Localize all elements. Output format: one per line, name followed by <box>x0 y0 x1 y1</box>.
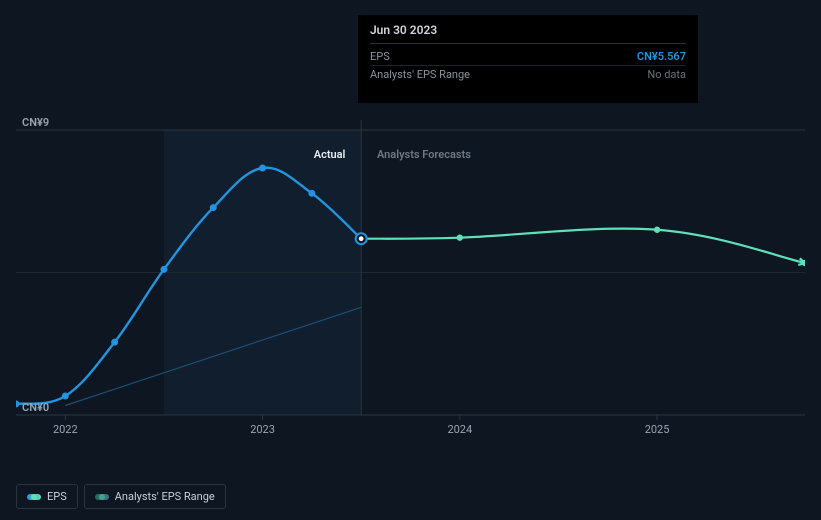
eps-actual-point[interactable] <box>62 393 69 400</box>
eps-actual-point[interactable] <box>259 165 266 172</box>
eps-actual-point[interactable] <box>210 204 217 211</box>
tooltip-key: EPS <box>370 50 390 63</box>
eps-actual-point[interactable] <box>111 339 118 346</box>
highlight-point-inner <box>359 236 364 241</box>
chart-legend: EPS Analysts' EPS Range <box>16 484 226 509</box>
x-axis-label: 2025 <box>645 423 670 436</box>
eps-actual-point[interactable] <box>160 266 167 273</box>
y-axis-label: CN¥0 <box>22 401 49 414</box>
legend-label: EPS <box>47 490 67 503</box>
eps-actual-point[interactable] <box>16 400 20 407</box>
chart-svg[interactable] <box>16 115 805 445</box>
eps-forecast-point[interactable] <box>654 227 660 233</box>
eps-forecast-point[interactable] <box>457 234 463 240</box>
x-axis-label: 2022 <box>53 423 78 436</box>
actual-section-label: Actual <box>314 148 346 161</box>
legend-item[interactable]: EPS <box>16 484 78 509</box>
x-axis-label: 2023 <box>250 423 275 436</box>
tooltip-date: Jun 30 2023 <box>370 23 686 44</box>
chart-tooltip: Jun 30 2023 EPS CN¥5.567 Analysts' EPS Ran… <box>358 15 698 103</box>
tooltip-value: No data <box>647 68 686 81</box>
eps-chart <box>16 115 805 445</box>
y-axis-label: CN¥9 <box>22 116 49 129</box>
legend-swatch <box>27 494 41 500</box>
legend-label: Analysts' EPS Range <box>115 490 215 503</box>
eps-actual-point[interactable] <box>308 190 315 197</box>
tooltip-value: CN¥5.567 <box>637 50 686 63</box>
x-axis-label: 2024 <box>447 423 472 436</box>
tooltip-key: Analysts' EPS Range <box>370 68 470 81</box>
legend-swatch <box>95 494 109 500</box>
tooltip-row: EPS CN¥5.567 <box>370 48 686 66</box>
eps-forecast-line <box>361 229 805 263</box>
legend-item[interactable]: Analysts' EPS Range <box>84 484 226 509</box>
tooltip-row: Analysts' EPS Range No data <box>370 66 686 83</box>
forecast-section-label: Analysts Forecasts <box>377 148 471 161</box>
